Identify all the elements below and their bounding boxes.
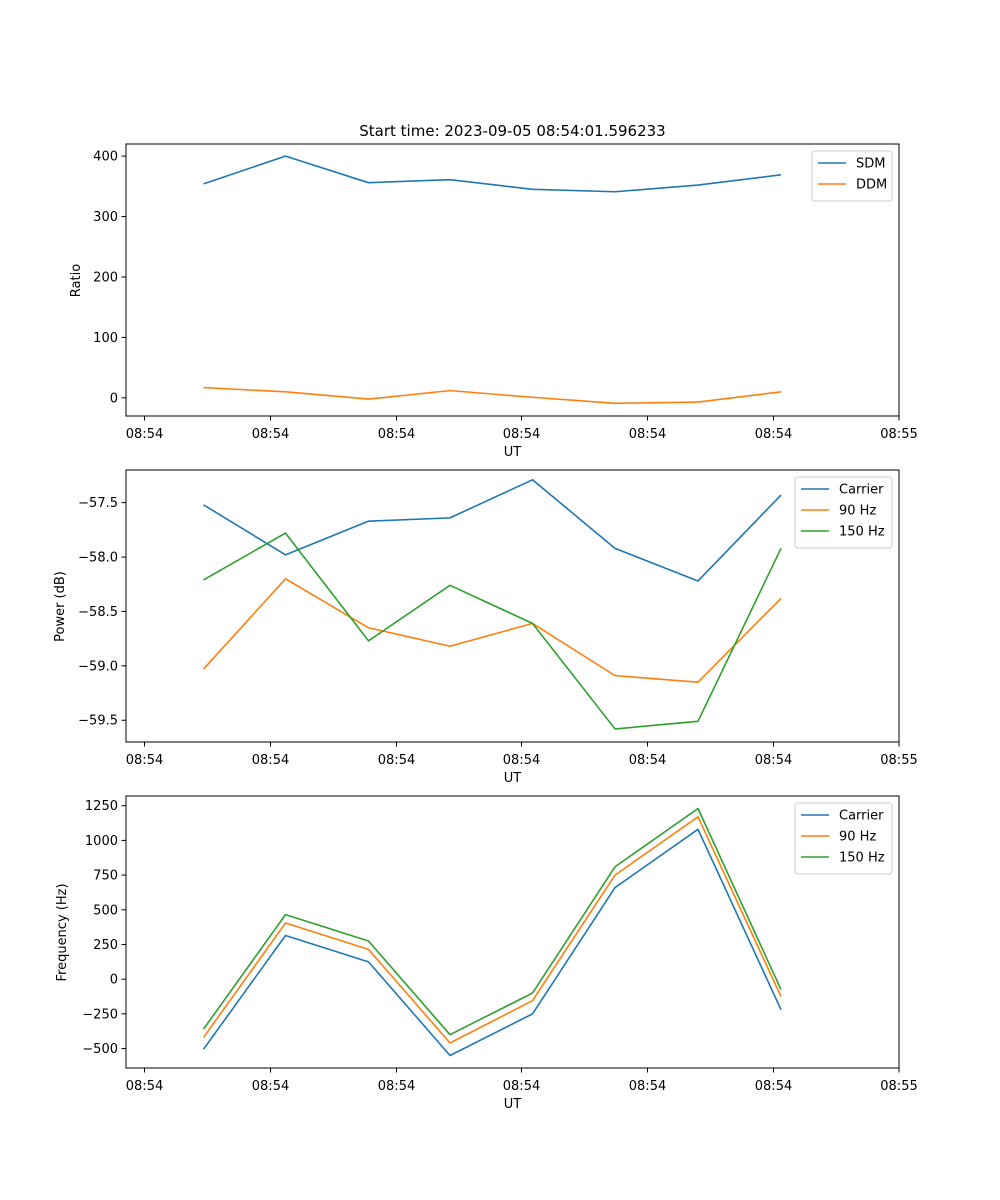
- ratio-x-tick-label: 08:54: [755, 427, 792, 442]
- ratio-legend-label: DDM: [856, 178, 887, 193]
- frequency-x-tick-label: 08:54: [503, 1079, 540, 1094]
- ratio-x-tick-label: 08:54: [378, 427, 415, 442]
- power-legend-label: 90 Hz: [839, 504, 876, 519]
- power-series-line-2: [203, 532, 782, 730]
- frequency-x-tick-label: 08:54: [755, 1079, 792, 1094]
- ratio-y-tick-label: 100: [93, 331, 118, 346]
- frequency-axes-frame: [125, 795, 900, 1069]
- frequency-series-line-0: [202, 828, 782, 1057]
- ratio-y-tick-label: 0: [110, 391, 118, 406]
- power-legend-label: 150 Hz: [839, 525, 885, 540]
- power-x-axis-label: UT: [504, 771, 522, 786]
- ratio-series-line-0: [203, 155, 782, 193]
- power-x-tick-label: 08:55: [880, 753, 917, 768]
- power-x-tick-label: 08:54: [126, 753, 163, 768]
- ratio-panel: Start time: 2023-09-05 08:54:01.596233 0…: [69, 122, 918, 460]
- ratio-x-axis-label: UT: [504, 445, 522, 460]
- chart-title: Start time: 2023-09-05 08:54:01.596233: [359, 122, 665, 140]
- power-y-tick-label: −57.5: [78, 496, 118, 511]
- power-x-tick-label: 08:54: [252, 753, 289, 768]
- frequency-y-tick-label: 1000: [85, 834, 118, 849]
- power-plot-area: 08:54 08:54 08:54 08:54 08:54 08:54 08:55 −57.5…: [78, 469, 918, 768]
- frequency-y-tick-label: −500: [82, 1042, 118, 1057]
- frequency-y-tick-label: 0: [110, 973, 118, 988]
- frequency-y-axis-label: Frequency (Hz): [55, 883, 70, 981]
- ratio-plot-area: 08:54 08:54 08:54 08:54 08:54 08:54 08:55 0 100 2…: [93, 143, 918, 442]
- ratio-x-tick-label: 08:54: [629, 427, 666, 442]
- frequency-legend: Carrier 90 Hz 150 Hz: [794, 802, 893, 875]
- ratio-y-tick-label: 400: [93, 150, 118, 165]
- frequency-x-tick-label: 08:55: [880, 1079, 917, 1094]
- ratio-series-line-1: [203, 386, 782, 405]
- frequency-x-tick-label: 08:54: [126, 1079, 163, 1094]
- power-panel: 08:54 08:54 08:54 08:54 08:54 08:54 08:55 −57.5…: [53, 469, 918, 786]
- power-y-axis-label: Power (dB): [53, 571, 68, 642]
- ratio-legend: SDM DDM: [811, 150, 893, 202]
- ratio-x-tick-label: 08:54: [126, 427, 163, 442]
- ratio-x-tick-label: 08:55: [880, 427, 917, 442]
- frequency-legend-label: 150 Hz: [839, 851, 885, 866]
- power-legend-label: Carrier: [839, 483, 884, 498]
- power-y-tick-label: −58.5: [78, 605, 118, 620]
- frequency-x-axis-label: UT: [504, 1097, 522, 1112]
- power-y-tick-label: −59.0: [78, 659, 118, 674]
- frequency-panel: 08:54 08:54 08:54 08:54 08:54 08:54 08:55 −500 −…: [55, 795, 918, 1112]
- frequency-y-tick-label: 500: [93, 903, 118, 918]
- frequency-y-tick-label: −250: [82, 1007, 118, 1022]
- ratio-legend-label: SDM: [856, 157, 885, 172]
- power-series-line-1: [202, 577, 782, 683]
- frequency-y-tick-label: 1250: [85, 799, 118, 814]
- power-series-line-0: [203, 478, 782, 582]
- ratio-x-tick-label: 08:54: [503, 427, 540, 442]
- frequency-y-tick-label: 250: [93, 938, 118, 953]
- power-axes-frame: [125, 469, 900, 743]
- power-x-tick-label: 08:54: [378, 753, 415, 768]
- frequency-y-tick-label: 750: [93, 869, 118, 884]
- frequency-plot-area: 08:54 08:54 08:54 08:54 08:54 08:54 08:55 −500 −…: [82, 795, 918, 1094]
- frequency-legend-label: 90 Hz: [839, 830, 876, 845]
- frequency-legend-label: Carrier: [839, 809, 884, 824]
- frequency-series-line-1: [202, 816, 782, 1044]
- frequency-x-tick-label: 08:54: [252, 1079, 289, 1094]
- frequency-x-tick-label: 08:54: [378, 1079, 415, 1094]
- power-x-tick-label: 08:54: [503, 753, 540, 768]
- power-x-tick-label: 08:54: [755, 753, 792, 768]
- frequency-series-line-2: [202, 807, 782, 1036]
- frequency-x-tick-label: 08:54: [629, 1079, 666, 1094]
- ratio-y-axis-label: Ratio: [69, 264, 84, 297]
- power-y-tick-label: −59.5: [78, 714, 118, 729]
- power-legend: Carrier 90 Hz 150 Hz: [794, 476, 893, 549]
- ratio-x-tick-label: 08:54: [252, 427, 289, 442]
- power-x-tick-label: 08:54: [629, 753, 666, 768]
- ratio-axes-frame: [125, 143, 900, 417]
- ratio-y-tick-label: 300: [93, 210, 118, 225]
- ratio-y-tick-label: 200: [93, 270, 118, 285]
- power-y-tick-label: −58.0: [78, 551, 118, 566]
